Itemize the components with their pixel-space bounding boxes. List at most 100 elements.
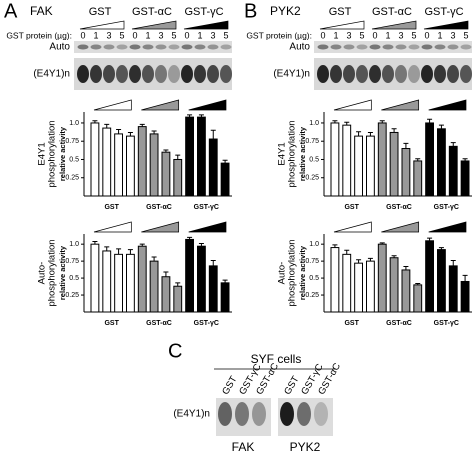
bar xyxy=(197,245,206,313)
error-bar xyxy=(356,259,362,264)
error-bar xyxy=(332,244,338,248)
group-label: GST-γC xyxy=(424,6,463,18)
blot-band xyxy=(343,44,355,50)
blot-band xyxy=(314,402,328,426)
dose-axis-label: GST protein (µg): xyxy=(246,30,312,40)
y-axis-sublabel: relative activity xyxy=(58,126,67,181)
dose-label: 5 xyxy=(463,30,468,40)
blot-band xyxy=(168,44,180,50)
error-bar xyxy=(415,158,421,161)
error-bar xyxy=(438,247,444,250)
y-tick-label: 0.75 xyxy=(65,258,79,265)
error-bar xyxy=(379,120,385,123)
y-axis-sublabel: relative activity xyxy=(58,245,67,300)
y-tick-label: 1.0 xyxy=(309,120,319,127)
blot-label: PYK2 xyxy=(290,440,321,454)
dose-wedge xyxy=(423,20,469,30)
bar xyxy=(366,135,375,197)
error-bar xyxy=(139,243,145,247)
dose-wedge xyxy=(183,20,229,30)
blot-band xyxy=(90,44,102,50)
dose-wedge xyxy=(333,99,372,111)
error-bar xyxy=(210,259,216,266)
y-axis-label: Auto- xyxy=(277,262,288,285)
x-group-label: GST xyxy=(104,204,119,211)
dose-label: 3 xyxy=(346,30,351,40)
blot-band xyxy=(218,402,232,426)
error-bar xyxy=(427,237,433,241)
bar xyxy=(425,122,434,197)
blot-band xyxy=(434,44,446,50)
error-bar xyxy=(187,114,193,118)
error-bar xyxy=(187,236,193,240)
dose-wedge xyxy=(141,99,180,111)
error-bar xyxy=(222,159,228,164)
dose-label: 5 xyxy=(411,30,416,40)
bar xyxy=(401,148,411,197)
blot-band xyxy=(116,44,128,50)
blot-auto xyxy=(74,41,232,53)
bar xyxy=(413,284,423,313)
panel-letter: C xyxy=(168,340,182,362)
dose-wedge xyxy=(141,221,180,233)
error-bar xyxy=(438,124,444,129)
dose-wedge xyxy=(93,99,132,111)
dose-wedge xyxy=(371,20,417,30)
blot-band xyxy=(356,65,368,83)
blot-band xyxy=(194,65,206,83)
bar xyxy=(354,262,363,313)
blot-band xyxy=(317,44,329,50)
bar xyxy=(173,285,183,313)
error-bar xyxy=(175,282,181,287)
bar xyxy=(330,247,340,313)
blot-band xyxy=(356,44,368,50)
x-group-label: GST-γC xyxy=(434,320,459,327)
bar xyxy=(377,122,387,197)
row-label: (E4Y1)n xyxy=(173,409,210,420)
bar xyxy=(114,253,123,313)
error-bar xyxy=(222,279,228,283)
dose-label: 1 xyxy=(437,30,442,40)
blot-band xyxy=(408,65,420,83)
dose-label: 1 xyxy=(93,30,98,40)
error-bar xyxy=(127,249,133,255)
error-bar xyxy=(450,259,456,266)
error-bar xyxy=(163,149,169,153)
kinase-label: PYK2 xyxy=(270,4,301,18)
error-bar xyxy=(332,120,338,123)
y-axis-label: Auto- xyxy=(37,262,48,285)
blot-band xyxy=(460,65,472,83)
group-label: GST-γC xyxy=(184,6,223,18)
y-axis-label: phosphorylation xyxy=(287,239,298,306)
error-bar xyxy=(116,129,122,134)
blot-band xyxy=(90,65,102,83)
error-bar xyxy=(175,154,181,160)
dose-label: 5 xyxy=(359,30,364,40)
dose-label: 0 xyxy=(184,30,189,40)
x-group-label: GST-αC xyxy=(146,320,172,327)
blot-band xyxy=(142,44,154,50)
error-bar xyxy=(403,142,409,149)
blot-band xyxy=(220,65,232,83)
blot-band xyxy=(369,44,381,50)
blot-band xyxy=(194,44,206,50)
error-bar xyxy=(415,283,421,285)
dose-wedge xyxy=(188,221,227,233)
group-label: GST-αC xyxy=(132,6,172,18)
blot-band xyxy=(142,65,154,83)
dose-label: 3 xyxy=(210,30,215,40)
y-tick-label: 0.25 xyxy=(65,175,79,182)
dose-wedge xyxy=(381,99,420,111)
dose-wedge xyxy=(188,99,227,111)
y-axis-label: E4Y1 xyxy=(37,142,48,165)
blot-band xyxy=(77,65,89,83)
dose-label: 5 xyxy=(223,30,228,40)
bar xyxy=(220,162,230,197)
blot-band xyxy=(207,44,219,50)
blot-band xyxy=(235,402,249,426)
blot-band xyxy=(103,65,115,83)
y-axis-label: phosphorylation xyxy=(47,120,58,187)
row-label: Auto xyxy=(289,42,310,53)
dose-label: 3 xyxy=(106,30,111,40)
dose-label: 1 xyxy=(197,30,202,40)
